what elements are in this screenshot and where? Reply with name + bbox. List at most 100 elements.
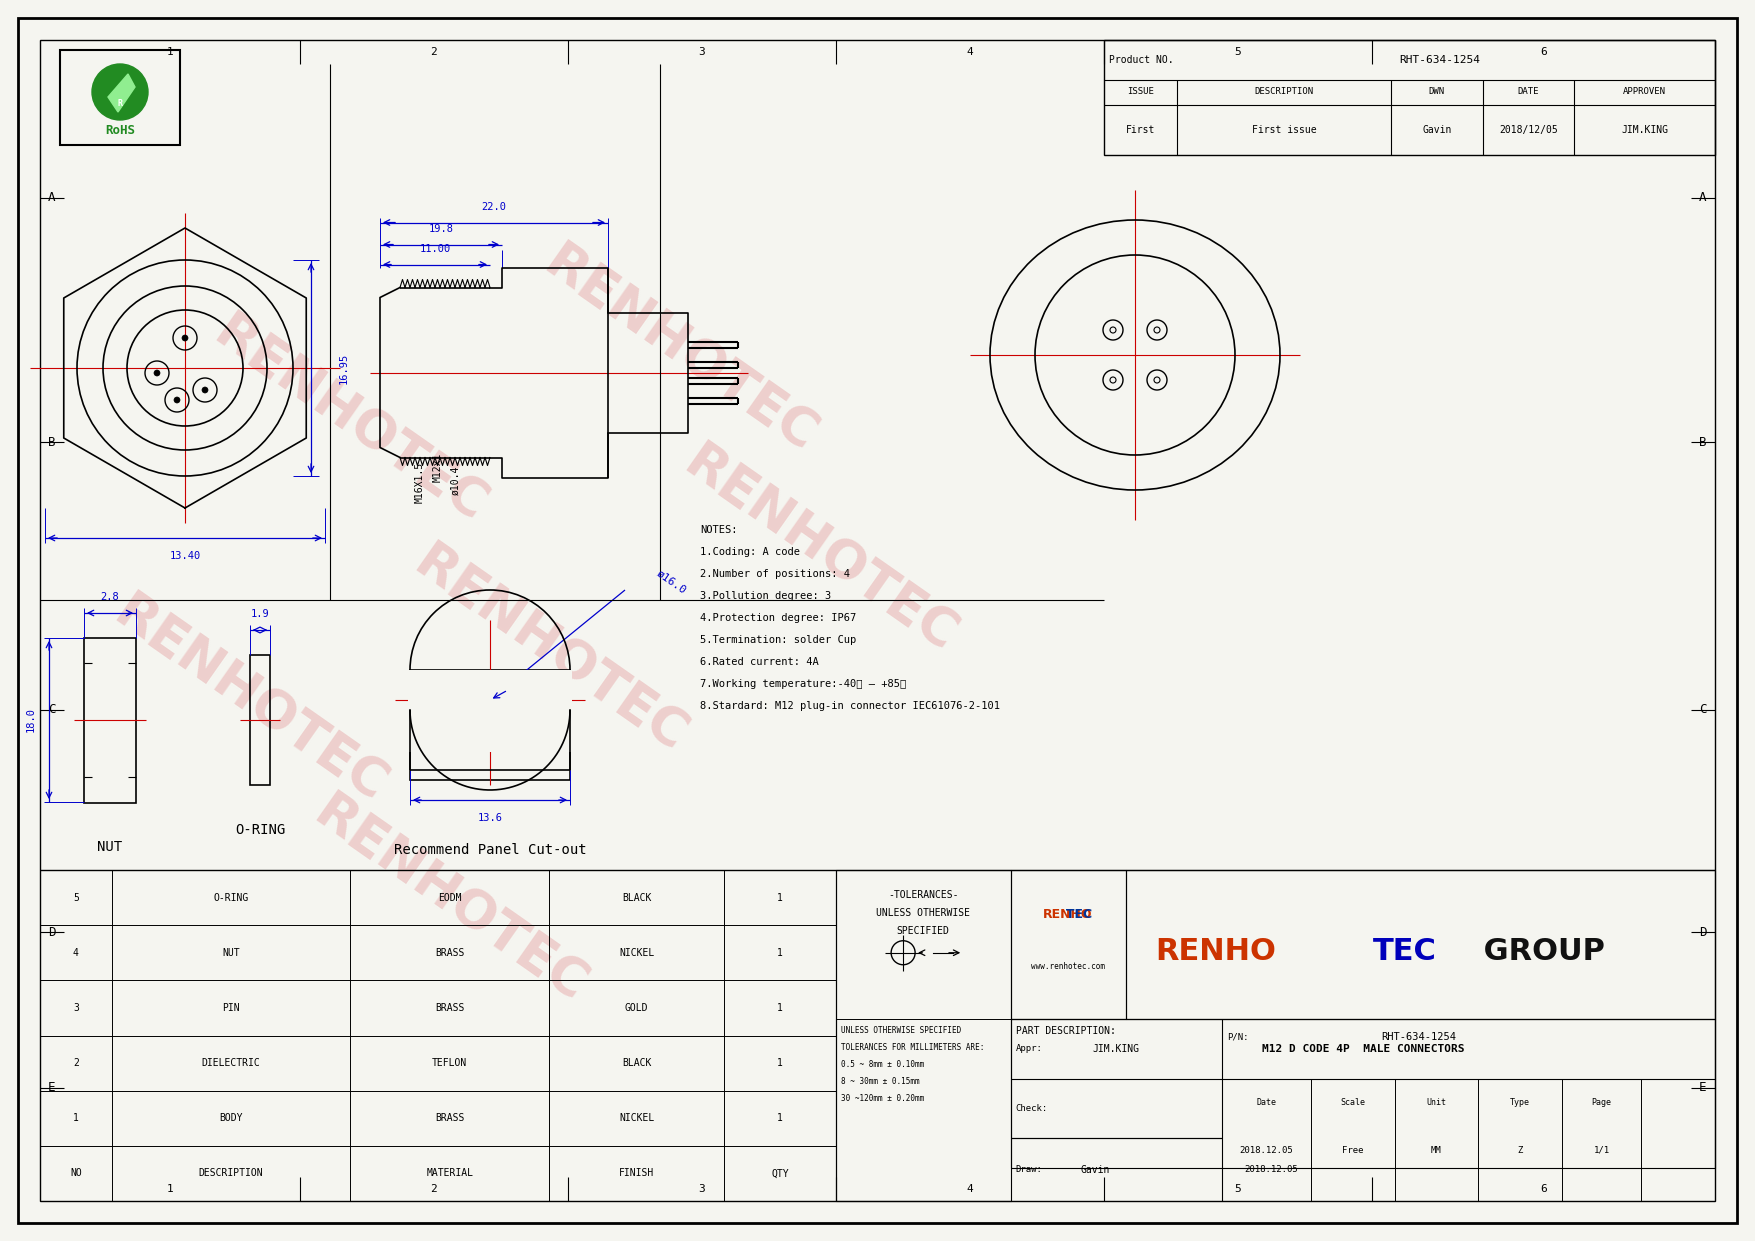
Text: RENHOTEC: RENHOTEC: [674, 437, 967, 663]
Text: 2: 2: [74, 1059, 79, 1069]
Text: DESCRIPTION: DESCRIPTION: [198, 1169, 263, 1179]
Text: 2018.12.05: 2018.12.05: [1244, 1165, 1299, 1174]
Text: 2.Number of positions: 4: 2.Number of positions: 4: [700, 570, 849, 580]
Text: 11.00: 11.00: [419, 244, 451, 254]
Text: BRASS: BRASS: [435, 1113, 465, 1123]
Text: TEFLON: TEFLON: [432, 1059, 467, 1069]
Text: 1: 1: [167, 1184, 174, 1194]
Text: Unit: Unit: [1427, 1098, 1446, 1107]
Text: BLACK: BLACK: [621, 1059, 651, 1069]
Text: M16X1.5: M16X1.5: [414, 462, 425, 503]
Text: 6: 6: [1539, 47, 1546, 57]
Text: RENHOTEC: RENHOTEC: [304, 787, 597, 1014]
Bar: [1125, 870, 1715, 1019]
Bar: [411, 670, 570, 781]
Text: Page: Page: [1592, 1098, 1611, 1107]
Text: 1: 1: [74, 1113, 79, 1123]
Text: TOLERANCES FOR MILLIMETERS ARE:: TOLERANCES FOR MILLIMETERS ARE:: [841, 1044, 985, 1052]
Text: 3.Pollution degree: 3: 3.Pollution degree: 3: [700, 591, 832, 601]
Text: DWN: DWN: [1429, 88, 1444, 97]
Text: NICKEL: NICKEL: [620, 1113, 655, 1123]
Text: RENHO: RENHO: [1044, 908, 1093, 921]
Text: 1/1: 1/1: [1594, 1145, 1609, 1154]
Text: BRASS: BRASS: [435, 1003, 465, 1013]
Text: P/N:: P/N:: [1227, 1033, 1248, 1041]
Text: First issue: First issue: [1251, 125, 1316, 135]
Text: Scale: Scale: [1341, 1098, 1365, 1107]
Text: Recommend Panel Cut-out: Recommend Panel Cut-out: [393, 843, 586, 858]
Text: ø16.0: ø16.0: [655, 568, 688, 596]
Text: JIM.KING: JIM.KING: [1622, 125, 1669, 135]
Text: PART DESCRIPTION:: PART DESCRIPTION:: [1016, 1026, 1116, 1036]
Bar: [1011, 1019, 1715, 1168]
Text: O-RING: O-RING: [214, 892, 249, 902]
Text: Free: Free: [1343, 1145, 1364, 1154]
Text: ISSUE: ISSUE: [1127, 88, 1153, 97]
Text: 6: 6: [1539, 1184, 1546, 1194]
Text: 5.Termination: solder Cup: 5.Termination: solder Cup: [700, 635, 856, 645]
Text: Product NO.: Product NO.: [1109, 55, 1174, 65]
Text: RHT-634-1254: RHT-634-1254: [1381, 1031, 1457, 1042]
Text: 1: 1: [777, 1003, 783, 1013]
Text: UNLESS OTHERWISE SPECIFIED: UNLESS OTHERWISE SPECIFIED: [841, 1026, 962, 1035]
Text: 7.Working temperature:-40℃ — +85℃: 7.Working temperature:-40℃ — +85℃: [700, 679, 906, 689]
Text: NO: NO: [70, 1169, 82, 1179]
Text: RHT-634-1254: RHT-634-1254: [1399, 55, 1481, 65]
Text: BLACK: BLACK: [621, 892, 651, 902]
Text: BRASS: BRASS: [435, 948, 465, 958]
Text: APPROVEN: APPROVEN: [1623, 88, 1665, 97]
Circle shape: [202, 387, 209, 393]
Text: 16.95: 16.95: [339, 352, 349, 383]
Text: NUT: NUT: [223, 948, 240, 958]
Text: NUT: NUT: [98, 840, 123, 854]
Text: D: D: [47, 926, 56, 938]
Text: 5: 5: [74, 892, 79, 902]
Text: Type: Type: [1511, 1098, 1530, 1107]
Text: TEC: TEC: [1044, 908, 1092, 921]
Text: 4: 4: [967, 47, 972, 57]
Text: RENHOTEC: RENHOTEC: [534, 237, 827, 463]
Text: ø10.4: ø10.4: [449, 465, 460, 495]
Circle shape: [174, 397, 181, 403]
Text: PIN: PIN: [223, 1003, 240, 1013]
Text: Date: Date: [1257, 1098, 1276, 1107]
Text: RENHOTEC: RENHOTEC: [204, 307, 497, 534]
Text: SPECIFIED: SPECIFIED: [897, 926, 949, 936]
Bar: [84, 638, 135, 803]
Text: 4: 4: [74, 948, 79, 958]
Text: RENHOTEC: RENHOTEC: [104, 587, 397, 813]
Text: 2: 2: [430, 47, 437, 57]
Circle shape: [183, 335, 188, 341]
Text: DESCRIPTION: DESCRIPTION: [1255, 88, 1313, 97]
Text: 5: 5: [1234, 1184, 1241, 1194]
Text: MATERIAL: MATERIAL: [426, 1169, 474, 1179]
Text: Gavin: Gavin: [1422, 125, 1451, 135]
Text: M12 D CODE 4P  MALE CONNECTORS: M12 D CODE 4P MALE CONNECTORS: [1262, 1044, 1464, 1054]
Text: -TOLERANCES-: -TOLERANCES-: [888, 890, 958, 900]
Text: B: B: [1699, 436, 1708, 449]
Bar: [1011, 870, 1125, 1019]
Text: 1.9: 1.9: [251, 609, 269, 619]
Text: 22.0: 22.0: [481, 202, 507, 212]
Text: 30 ~120mm ± 0.20mm: 30 ~120mm ± 0.20mm: [841, 1095, 923, 1103]
Text: 19.8: 19.8: [428, 225, 453, 235]
Text: DATE: DATE: [1518, 88, 1539, 97]
Text: Z: Z: [1518, 1145, 1523, 1154]
Text: 8 ~ 30mm ± 0.15mm: 8 ~ 30mm ± 0.15mm: [841, 1077, 920, 1086]
Text: E: E: [47, 1081, 56, 1095]
Text: RENHO: RENHO: [1155, 937, 1276, 967]
Bar: [1104, 40, 1715, 155]
Text: 13.40: 13.40: [170, 551, 200, 561]
Text: First: First: [1125, 125, 1155, 135]
Text: 1: 1: [777, 892, 783, 902]
Text: RENHOTEC: RENHOTEC: [404, 536, 697, 763]
Bar: [60, 50, 181, 145]
Text: RoHS: RoHS: [105, 124, 135, 137]
Text: 3: 3: [74, 1003, 79, 1013]
Text: Appr:: Appr:: [1016, 1044, 1042, 1054]
Text: 5: 5: [1234, 47, 1241, 57]
Text: EODM: EODM: [439, 892, 462, 902]
Text: 13.6: 13.6: [477, 813, 502, 823]
Text: NOTES:: NOTES:: [700, 525, 737, 535]
Text: MM: MM: [1430, 1145, 1443, 1154]
